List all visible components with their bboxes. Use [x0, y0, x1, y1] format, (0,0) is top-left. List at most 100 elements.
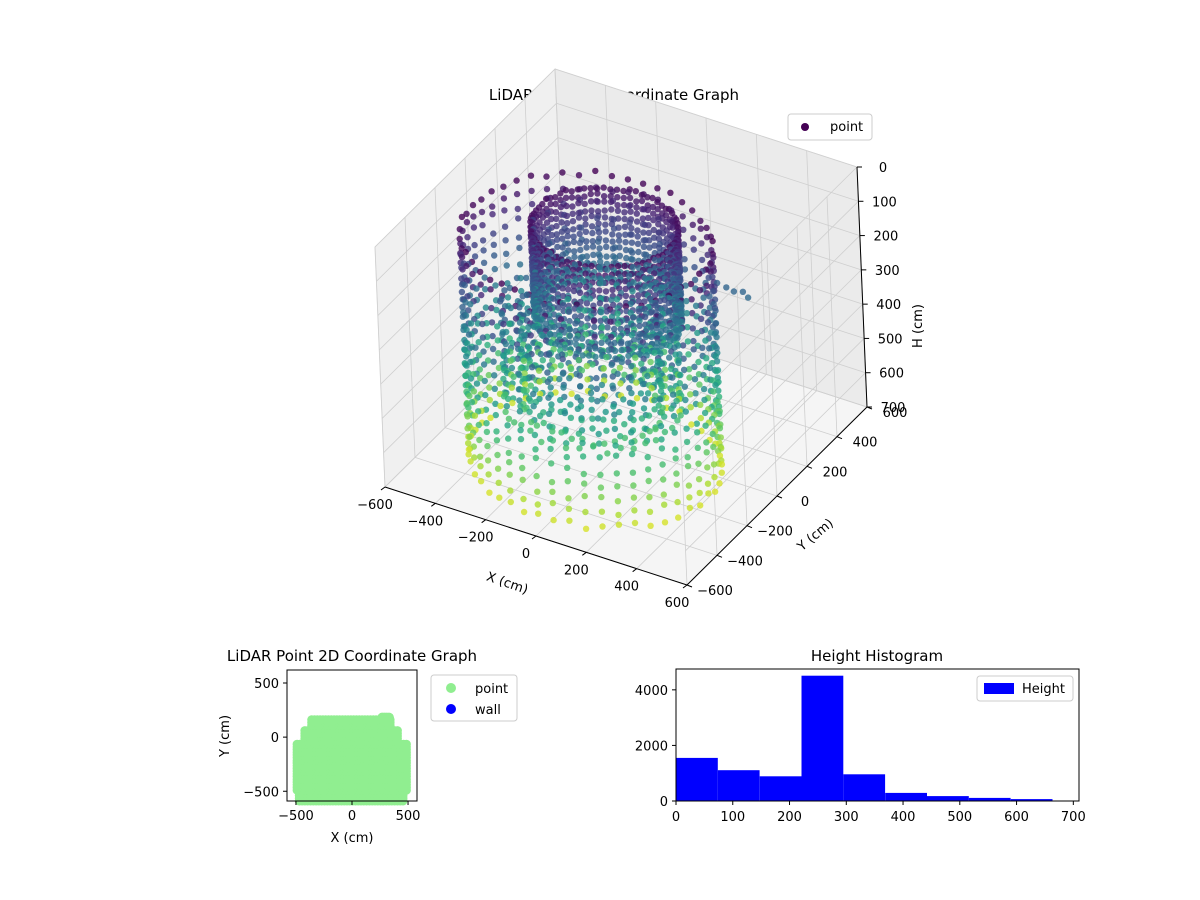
- data-point-3d: [471, 253, 479, 260]
- data-point-3d: [570, 226, 577, 233]
- data-point-3d: [459, 313, 467, 320]
- data-point-3d: [673, 470, 680, 477]
- data-point-3d: [639, 180, 647, 187]
- data-point-3d: [514, 205, 521, 213]
- data-point-3d: [701, 396, 708, 404]
- data-point-3d: [636, 322, 643, 329]
- grid-line: [683, 338, 865, 517]
- data-point-3d: [563, 212, 571, 220]
- data-point-3d: [629, 314, 637, 321]
- data-point-3d: [560, 384, 567, 391]
- data-point-3d: [478, 196, 485, 203]
- data-point-3d: [496, 494, 503, 501]
- y-tick-3d: [746, 525, 753, 529]
- data-point-3d: [489, 211, 496, 218]
- data-point-3d: [592, 345, 599, 352]
- data-point-3d: [667, 189, 674, 196]
- data-point-3d: [628, 439, 635, 446]
- data-point-3d: [488, 188, 495, 195]
- data-point-3d: [467, 458, 474, 465]
- data-point-3d: [577, 312, 585, 320]
- data-point-3d: [489, 203, 496, 210]
- data-point-3d: [674, 498, 681, 506]
- grid-line: [376, 103, 557, 282]
- data-point-3d: [509, 399, 516, 407]
- data-point-3d: [583, 244, 590, 251]
- data-point-3d: [530, 403, 537, 410]
- data-point-3d: [596, 253, 604, 260]
- data-point-3d: [577, 397, 584, 404]
- data-point-3d: [553, 236, 561, 243]
- grid-line: [377, 137, 559, 316]
- data-point-3d: [713, 358, 721, 365]
- data-point-3d: [535, 510, 542, 517]
- data-point-3d: [628, 239, 636, 246]
- data-point-3d: [659, 230, 667, 237]
- data-point-3d: [688, 421, 695, 428]
- data-point-3d: [596, 245, 603, 252]
- data-point-3d: [713, 333, 720, 341]
- data-point-3d: [690, 235, 697, 242]
- data-point-3d: [682, 396, 689, 404]
- data-point-3d: [616, 408, 623, 416]
- data-point-3d: [565, 308, 573, 315]
- data-point-3d: [510, 373, 517, 380]
- data-point-3d: [480, 348, 487, 355]
- data-point-3d: [666, 354, 673, 361]
- data-point-3d: [697, 225, 704, 232]
- data-point-3d: [639, 380, 647, 388]
- data-point-3d: [595, 229, 603, 236]
- data-point-3d: [464, 234, 471, 241]
- data-point-3d: [481, 377, 488, 385]
- data-point-3d: [500, 195, 508, 202]
- data-point-3d: [587, 389, 595, 397]
- data-point-3d: [528, 200, 536, 208]
- data-point-3d: [559, 169, 566, 176]
- data-point-3d: [601, 214, 609, 221]
- data-point-3d: [477, 281, 484, 288]
- data-point-3d: [621, 215, 628, 223]
- data-point-3d: [535, 367, 543, 374]
- histogram-bar: [676, 757, 718, 801]
- data-point-3d: [611, 325, 618, 333]
- data-point-3d: [638, 360, 645, 367]
- data-point-3d: [661, 519, 669, 526]
- data-point-3d: [635, 248, 642, 256]
- data-point-3d: [697, 401, 704, 408]
- data-point-3d: [683, 425, 690, 432]
- data-point-3d: [701, 409, 709, 417]
- data-point-3d: [501, 287, 508, 294]
- data-point-3d: [703, 224, 710, 232]
- data-point-3d: [710, 388, 717, 395]
- y-tick-label-hist: 2000: [635, 739, 668, 754]
- data-point-3d: [640, 243, 648, 250]
- data-point-3d: [581, 307, 588, 314]
- data-point-3d: [516, 304, 523, 311]
- data-point-3d: [534, 501, 541, 508]
- data-point-2d: [401, 739, 411, 749]
- z-tick-label-3d: 0: [879, 161, 887, 176]
- data-point-3d: [479, 222, 486, 229]
- data-point-3d: [564, 220, 571, 227]
- data-point-3d: [575, 214, 583, 221]
- data-point-3d: [517, 427, 524, 434]
- data-point-3d: [465, 440, 472, 447]
- data-point-3d: [505, 435, 512, 442]
- data-point-3d: [653, 325, 660, 332]
- data-point-3d: [582, 508, 589, 516]
- data-point-3d: [682, 408, 689, 415]
- data-point-3d: [595, 440, 603, 447]
- grid-line: [682, 303, 863, 483]
- data-point-3d: [678, 199, 686, 206]
- data-point-3d: [582, 228, 590, 235]
- data-point-3d: [482, 286, 489, 293]
- grid-line: [806, 150, 818, 391]
- data-point-3d: [598, 324, 606, 332]
- data-point-3d: [552, 194, 559, 201]
- 3d-axes: −600 −400 −200 0 200 400 600 −600 −400 −200 0 200 40…: [357, 161, 907, 611]
- histogram-bar: [885, 792, 927, 801]
- data-point-3d: [515, 215, 522, 222]
- data-point-3d: [527, 332, 534, 339]
- data-point-3d: [704, 464, 711, 471]
- data-point-3d: [511, 286, 518, 293]
